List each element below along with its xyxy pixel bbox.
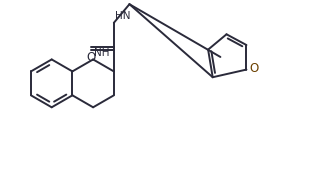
Text: NH: NH bbox=[94, 48, 110, 58]
Text: O: O bbox=[86, 51, 95, 64]
Text: O: O bbox=[249, 62, 259, 76]
Text: HN: HN bbox=[115, 11, 130, 21]
